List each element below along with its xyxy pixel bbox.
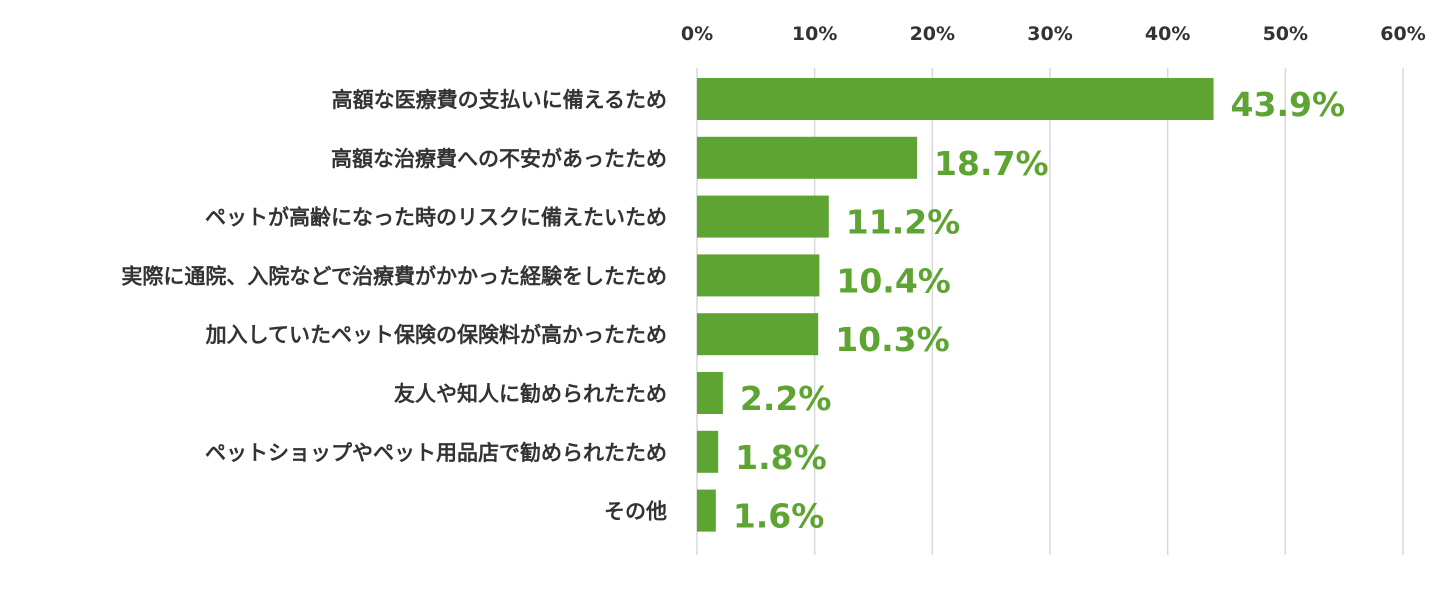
category-label: 加入していたペット保険の保険料が高かったため — [205, 323, 667, 347]
value-label: 10.4% — [836, 261, 951, 300]
category-label: ペットが高齢になった時のリスクに備えたいため — [205, 206, 667, 230]
value-label: 18.7% — [934, 144, 1048, 183]
category-label: ペットショップやペット用品店で勧められたため — [205, 441, 667, 465]
bar — [697, 489, 716, 532]
category-label: その他 — [604, 500, 667, 524]
x-tick-label: 60% — [1380, 23, 1425, 45]
category-label: 高額な医療費の支払いに備えるため — [332, 88, 667, 112]
category-label: 高額な治療費への不安があったため — [331, 147, 667, 171]
value-label: 1.6% — [733, 497, 825, 536]
x-tick-label: 0% — [681, 23, 713, 45]
value-label: 43.9% — [1231, 85, 1346, 124]
bar — [697, 313, 819, 356]
category-label: 友人や知人に勧められたため — [394, 382, 667, 406]
category-label: 実際に通院、入院などで治療費がかかった経験をしたため — [121, 264, 667, 288]
bar — [697, 430, 719, 473]
value-label: 11.2% — [846, 203, 961, 242]
bar — [697, 372, 723, 414]
value-label: 10.3% — [835, 320, 950, 359]
x-tick-label: 30% — [1027, 23, 1072, 45]
bar — [697, 136, 918, 179]
bar — [697, 78, 1214, 120]
bar — [697, 254, 820, 297]
value-label: 1.8% — [735, 438, 827, 477]
bar — [697, 195, 829, 238]
x-tick-label: 20% — [910, 23, 955, 45]
x-tick-label: 50% — [1263, 23, 1308, 45]
x-tick-label: 10% — [792, 23, 837, 45]
value-label: 2.2% — [740, 379, 832, 418]
x-tick-label: 40% — [1145, 23, 1190, 45]
